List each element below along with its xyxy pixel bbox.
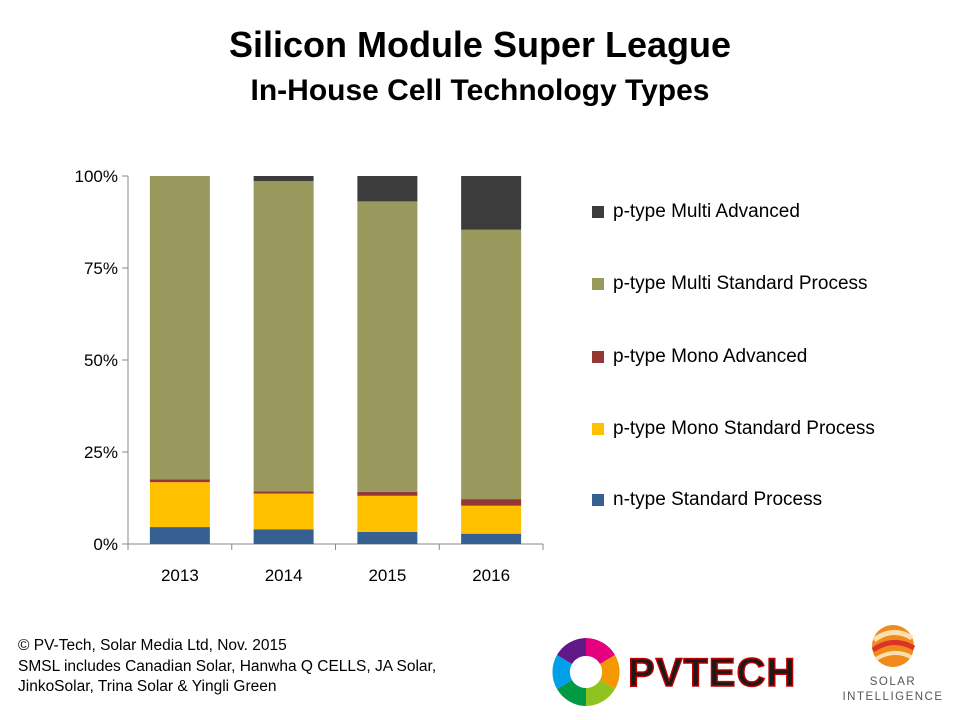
bar-segment: [149, 176, 210, 480]
bar-segment: [253, 493, 314, 530]
stacked-bar-chart: 0% 25% 50% 75% 100% 2013 2014 2015 2016: [75, 167, 544, 585]
pvtech-logo: PVTECH: [552, 638, 796, 706]
bar-segment: [461, 505, 522, 534]
legend-swatch: [592, 351, 604, 363]
legend-label: p-type Multi Advanced: [613, 201, 800, 222]
bar-segment: [461, 499, 522, 506]
footer-notes: © PV-Tech, Solar Media Ltd, Nov. 2015 SM…: [18, 636, 436, 698]
x-tick-label: 2014: [265, 566, 303, 585]
sun-globe-icon: [871, 625, 916, 667]
legend-item: n-type Standard Process: [592, 487, 822, 513]
legend-label: p-type Multi Standard Process: [613, 273, 868, 294]
chart-title: Silicon Module Super League: [228, 24, 732, 65]
smsl-note-line1: SMSL includes Canadian Solar, Hanwha Q C…: [18, 657, 437, 675]
bar-segment: [461, 533, 522, 544]
bar-segment: [149, 479, 210, 483]
y-tick-label: 25%: [84, 443, 118, 462]
x-tick-label: 2013: [161, 566, 199, 585]
bar-segment: [253, 491, 314, 494]
bar-segment: [253, 181, 314, 492]
bar-segment: [461, 176, 522, 230]
legend-item: p-type Multi Advanced: [592, 199, 800, 225]
solar-intelligence-logo: SOLAR INTELLIGENCE: [838, 618, 948, 708]
bar-segment: [357, 176, 418, 202]
legend-item: p-type Multi Standard Process: [592, 271, 868, 297]
legend-swatch: [592, 206, 604, 218]
bar-segment: [149, 527, 210, 544]
y-tick-label: 0%: [93, 535, 118, 554]
legend-swatch: [592, 494, 604, 506]
bar-segment: [357, 201, 418, 492]
legend-item: p-type Mono Advanced: [592, 344, 807, 370]
y-tick-label: 75%: [84, 259, 118, 278]
bar-segment: [461, 229, 522, 500]
bar-segment: [149, 482, 210, 528]
solar-intelligence-line1: SOLAR: [869, 676, 917, 688]
solar-intelligence-line2: INTELLIGENCE: [842, 691, 944, 703]
x-tick-label: 2016: [472, 566, 510, 585]
legend-label: p-type Mono Standard Process: [613, 418, 875, 439]
bar-segment: [357, 531, 418, 544]
legend-label: n-type Standard Process: [613, 489, 823, 510]
pvtech-logo-text: PVTECH: [628, 651, 796, 695]
legend-swatch: [592, 423, 604, 435]
legend-swatch: [592, 278, 604, 290]
bar-segment: [253, 176, 314, 182]
bar-segment: [253, 529, 314, 544]
chart-subtitle: In-House Cell Technology Types: [250, 74, 710, 107]
y-tick-label: 100%: [75, 167, 118, 186]
bar-segment: [357, 495, 418, 532]
legend-item: p-type Mono Standard Process: [592, 416, 875, 442]
legend-label: p-type Mono Advanced: [613, 346, 808, 367]
smsl-note-line2: JinkoSolar, Trina Solar & Yingli Green: [18, 678, 277, 695]
x-tick-label: 2015: [368, 566, 406, 585]
y-tick-label: 50%: [84, 351, 118, 370]
copyright-note: © PV-Tech, Solar Media Ltd, Nov. 2015: [18, 637, 287, 654]
bar-segment: [357, 491, 418, 496]
